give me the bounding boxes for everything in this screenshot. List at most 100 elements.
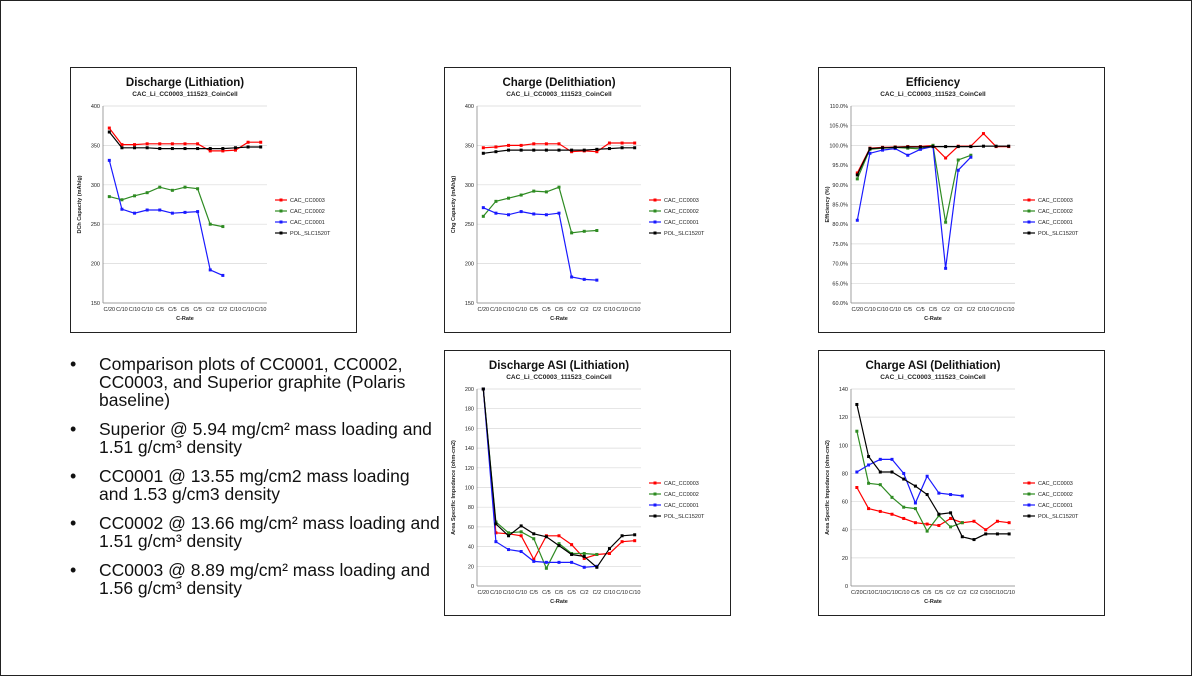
legend-label: CAC_CC0003 bbox=[1038, 481, 1073, 487]
data-point bbox=[944, 266, 948, 270]
legend-marker bbox=[653, 503, 657, 507]
data-point bbox=[595, 552, 599, 556]
data-point bbox=[981, 144, 985, 148]
legend-marker bbox=[1027, 220, 1031, 224]
y-tick-label: 60.0% bbox=[832, 301, 848, 307]
data-point bbox=[120, 198, 124, 202]
x-tick-label: C/20 bbox=[477, 307, 489, 313]
data-point bbox=[481, 206, 485, 210]
y-tick-label: 80 bbox=[842, 471, 848, 477]
data-point bbox=[196, 147, 200, 151]
x-tick-label: C/5 bbox=[181, 307, 190, 313]
data-point bbox=[937, 512, 941, 516]
chart-subtitle: CAC_Li_CC0003_111523_CoinCell bbox=[506, 91, 612, 98]
y-tick-label: 100.0% bbox=[829, 143, 848, 149]
data-point bbox=[544, 148, 548, 152]
legend-label: CAC_CC0002 bbox=[1038, 209, 1073, 215]
legend-marker bbox=[653, 481, 657, 485]
legend-label: POL_SLC1520T bbox=[1038, 231, 1079, 237]
data-point bbox=[949, 525, 953, 529]
x-tick-label: C/10 bbox=[1003, 307, 1015, 313]
data-point bbox=[532, 557, 536, 561]
legend-marker bbox=[279, 231, 283, 235]
x-tick-label: C/5 bbox=[911, 590, 920, 596]
x-axis-label: C-Rate bbox=[924, 599, 942, 605]
data-point bbox=[582, 565, 586, 569]
y-axis-label: Chg Capacity (mAh/g) bbox=[451, 176, 457, 234]
data-point bbox=[582, 551, 586, 555]
data-point bbox=[133, 143, 137, 147]
data-point bbox=[620, 534, 624, 538]
data-point bbox=[145, 208, 149, 212]
y-tick-label: 300 bbox=[91, 183, 100, 189]
x-tick-label: C/10 bbox=[515, 590, 527, 596]
data-point bbox=[981, 132, 985, 136]
legend-label: POL_SLC1520T bbox=[664, 514, 705, 520]
y-tick-label: 65.0% bbox=[832, 281, 848, 287]
legend-marker bbox=[653, 492, 657, 496]
data-point bbox=[544, 190, 548, 194]
data-point bbox=[878, 457, 882, 461]
y-tick-label: 0 bbox=[471, 584, 474, 590]
data-point bbox=[107, 126, 111, 130]
series-line bbox=[483, 207, 597, 281]
data-point bbox=[519, 534, 523, 538]
data-point bbox=[944, 156, 948, 160]
data-point bbox=[867, 481, 871, 485]
data-point bbox=[532, 559, 536, 563]
data-point bbox=[595, 278, 599, 282]
data-point bbox=[595, 150, 599, 154]
data-point bbox=[607, 547, 611, 551]
data-point bbox=[960, 521, 964, 525]
x-tick-label: C/10 bbox=[116, 307, 128, 313]
x-tick-label: C/5 bbox=[529, 307, 538, 313]
x-tick-label: C/10 bbox=[616, 590, 628, 596]
data-point bbox=[259, 145, 263, 149]
x-tick-label: C/5 bbox=[935, 590, 944, 596]
data-point bbox=[931, 145, 935, 149]
data-point bbox=[507, 213, 511, 217]
data-point bbox=[855, 218, 859, 222]
data-point bbox=[878, 509, 882, 513]
chart-title: Charge (Delithiation) bbox=[502, 77, 615, 89]
data-point bbox=[570, 231, 574, 235]
x-tick-label: C/10 bbox=[616, 307, 628, 313]
legend-label: CAC_CC0003 bbox=[1038, 198, 1073, 204]
y-tick-label: 100 bbox=[839, 443, 848, 449]
legend-label: CAC_CC0001 bbox=[290, 220, 325, 226]
data-point bbox=[133, 211, 137, 215]
x-axis-label: C-Rate bbox=[550, 599, 568, 605]
data-point bbox=[937, 523, 941, 527]
series-cac_cc0002 bbox=[481, 387, 599, 570]
y-tick-label: 140 bbox=[465, 446, 474, 452]
data-point bbox=[984, 532, 988, 536]
x-tick-label: C/10 bbox=[255, 307, 267, 313]
legend-marker bbox=[1027, 503, 1031, 507]
data-point bbox=[881, 148, 885, 152]
data-point bbox=[107, 158, 111, 162]
data-point bbox=[145, 146, 149, 150]
data-point bbox=[620, 540, 624, 544]
data-point bbox=[972, 538, 976, 542]
chart-subtitle: CAC_Li_CC0003_111523_CoinCell bbox=[880, 91, 986, 98]
series-pol_slc1520t bbox=[855, 144, 1011, 177]
data-point bbox=[170, 142, 174, 146]
x-tick-label: C/10 bbox=[141, 307, 153, 313]
data-point bbox=[494, 211, 498, 215]
series-line bbox=[108, 131, 261, 150]
data-point bbox=[544, 535, 548, 539]
x-tick-label: C/5 bbox=[529, 590, 538, 596]
data-point bbox=[620, 146, 624, 150]
series-cac_cc0001 bbox=[107, 158, 225, 277]
data-point bbox=[133, 146, 137, 150]
legend-marker bbox=[653, 209, 657, 213]
x-tick-label: C/20 bbox=[103, 307, 115, 313]
data-point bbox=[519, 210, 523, 214]
x-axis-label: C-Rate bbox=[924, 316, 942, 322]
series-line bbox=[482, 388, 635, 569]
x-tick-label: C/10 bbox=[990, 307, 1002, 313]
series-line bbox=[856, 458, 963, 505]
x-tick-label: C/2 bbox=[206, 307, 215, 313]
data-point bbox=[544, 142, 548, 146]
series-line bbox=[482, 186, 597, 234]
